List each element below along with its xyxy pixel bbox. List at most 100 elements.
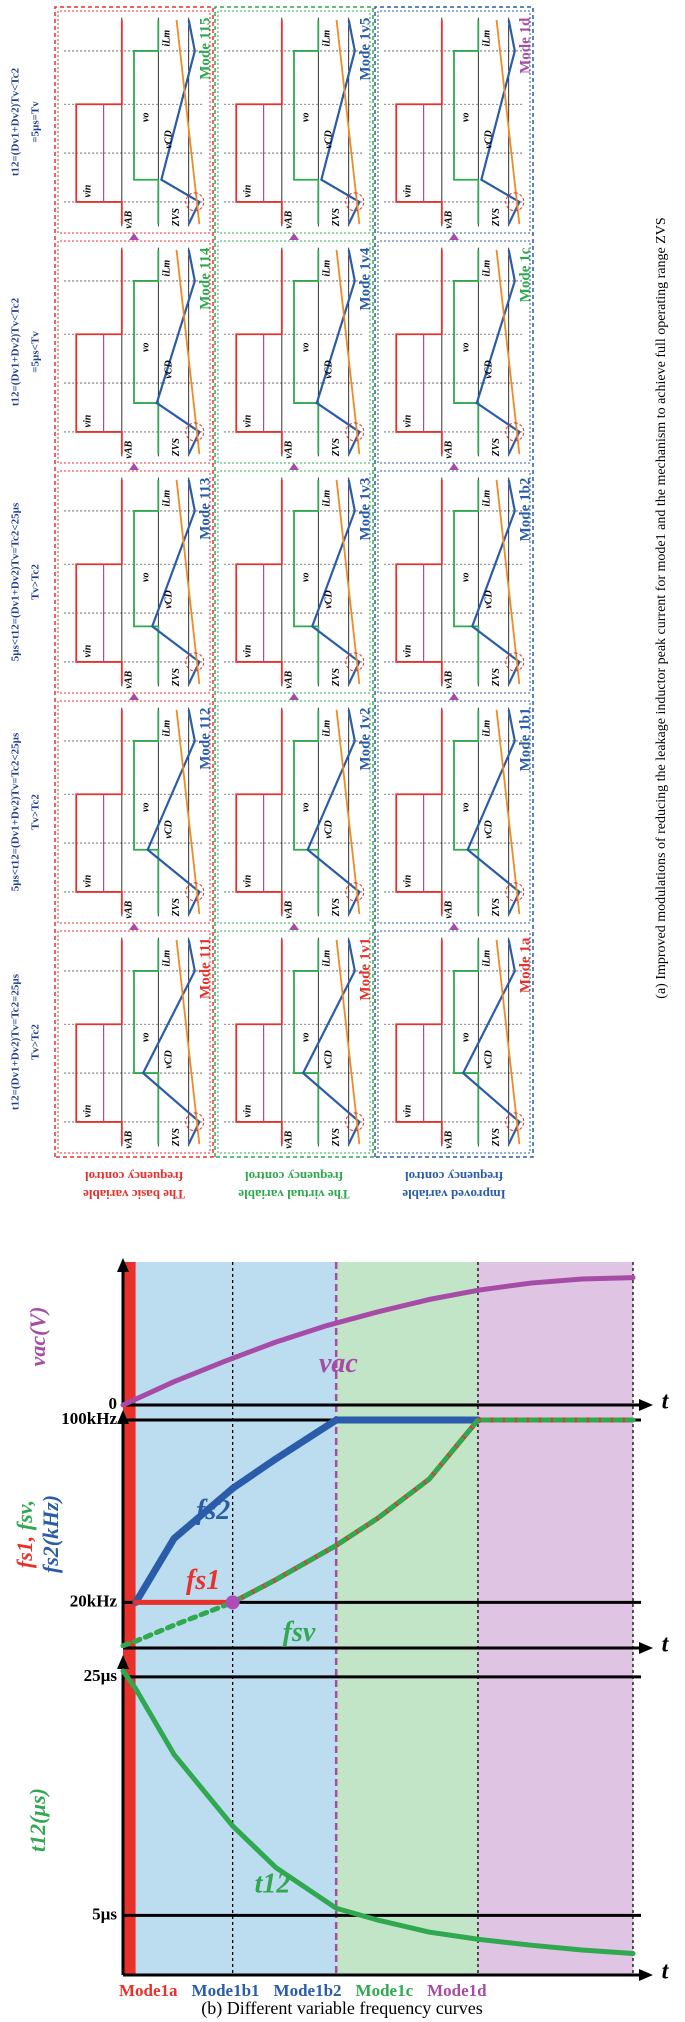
signal-label: vo [460,343,471,352]
ilm-current [495,19,521,225]
panel-frame [217,240,371,464]
mode-panel: vin vAB vCD vo iLm ZVS Mode 1v2 [217,693,374,924]
signal-label: vin [83,874,94,887]
signal-label: vin [403,874,414,887]
vab-wave [395,479,443,685]
y-axis-arrow [117,1258,129,1272]
mode-label: Mode 1a [518,937,534,993]
mode-band [477,1262,633,1975]
vcd-wave [133,709,160,915]
intersection-dot [225,1595,240,1610]
ilr-current [306,709,361,915]
ilr-current [160,19,201,225]
y-axis-label: fs2(kHz) [38,1495,63,1573]
row-label: The virtual variable [238,1187,349,1202]
signal-label: vin [83,1104,94,1117]
signal-label: vo [140,1033,151,1042]
signal-label: ZVS [331,668,342,688]
signal-label: iLm [322,720,333,737]
signal-label: vin [243,1104,254,1117]
y-axis-arrow [117,1655,129,1669]
mode-panel: vin vAB vCD vo iLm ZVS Mode 115 [57,10,214,234]
mode-name: Mode1d [427,1981,487,2000]
ilr-current [320,19,361,225]
y-tick-label: 25µs [84,1666,118,1685]
mode-panel: vin vAB vCD vo iLm ZVS Mode 1d [377,10,534,234]
signal-label: ZVS [171,208,182,228]
ilr-current [461,939,521,1145]
ilm-current [495,249,521,455]
signal-label: vin [243,644,254,657]
y-tick-label: 20kHz [70,1591,118,1610]
vab-wave [75,709,123,915]
vab-wave [395,939,443,1145]
signal-label: vo [460,573,471,582]
curve-label: vac [319,1348,358,1379]
signal-label: vin [243,874,254,887]
curve [132,1416,482,1606]
ilr-current [310,479,361,685]
vab-wave [75,479,123,685]
mode-band [336,1262,478,1975]
panel-frame [217,10,371,234]
mode-label: Mode 111 [198,938,214,999]
zvs-circle [345,652,365,672]
row-frame [374,6,534,1158]
mode-label: Mode 1v4 [358,247,374,310]
ilm-current [335,709,361,915]
ilr-current [301,939,361,1145]
signal-label: vAB [284,440,295,458]
signal-label: vo [300,803,311,812]
transition-arrow [129,463,139,470]
transition-arrow [289,463,299,470]
panel-frame [377,470,531,694]
panel-frame [217,470,371,694]
transition-arrow [129,693,139,700]
mode-panel: vin vAB vCD vo iLm ZVS Mode 1a [377,923,534,1154]
x-axis-arrow [639,1399,653,1411]
signal-label: vAB [124,900,135,918]
panel-frame [57,240,211,464]
signal-label: vCD [483,360,494,378]
mode-band [135,1262,233,1975]
signal-label: iLm [322,490,333,507]
mode-panel: vin vAB vCD vo iLm ZVS Mode 114 [57,233,214,464]
transition-arrow [449,923,459,930]
mode-label: Mode 1d [518,17,534,74]
curve-label: fs2 [196,1495,230,1526]
y-axis-label: t12(µs) [25,1788,50,1852]
signal-label: vin [243,414,254,427]
y-axis-label: fs1, fsv, [12,1500,37,1568]
ilr-current [475,249,521,455]
vab-wave [395,709,443,915]
panel-frame [377,10,531,234]
signal-label: vin [403,184,414,197]
signal-label: vo [460,803,471,812]
signal-label: vAB [124,1130,135,1148]
signal-label: vCD [323,1050,334,1068]
signal-label: vCD [483,590,494,608]
transition-arrow [289,923,299,930]
ilm-current [335,479,361,685]
signal-label: vAB [284,670,295,688]
panel-frame [57,700,211,924]
y-axis-label-part: fs2(kHz) [38,1495,63,1573]
ilr-current [150,479,201,685]
vcd-wave [293,249,320,455]
mode-label: Mode 1c [518,247,534,302]
vab-wave [235,939,283,1145]
signal-label: ZVS [331,208,342,228]
mode-label: Mode 1v1 [358,938,374,1001]
signal-label: ZVS [491,668,502,688]
zvs-circle [505,422,525,442]
y-tick-label: 0 [109,1394,118,1413]
y-axis-label-part: fs1, [12,1530,37,1568]
y-axis-label-part: vac(V) [25,1307,50,1367]
ilr-current [141,939,201,1145]
vcd-wave [133,479,160,685]
signal-label: vCD [483,820,494,838]
signal-label: vAB [124,210,135,228]
vcd-wave [453,709,480,915]
signal-label: vAB [124,670,135,688]
signal-label: vCD [163,360,174,378]
